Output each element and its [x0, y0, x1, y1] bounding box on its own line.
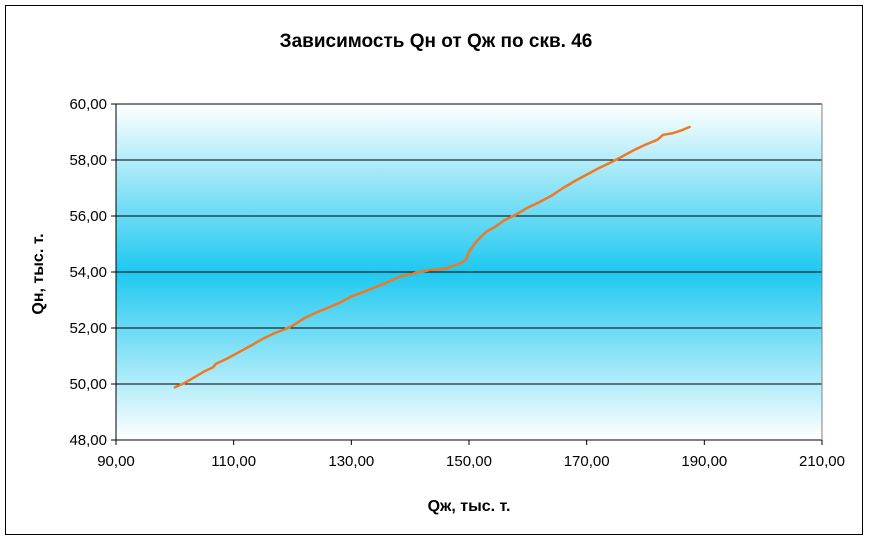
y-tick-label: 48,00 — [69, 432, 107, 449]
y-tick-label: 52,00 — [69, 320, 107, 337]
y-axis-tick-labels: 48,00 50,00 52,00 54,00 56,00 58,00 60,00 — [69, 96, 107, 449]
series-layer — [173, 125, 691, 389]
y-tick-label: 50,00 — [69, 376, 107, 393]
y-tick-label: 56,00 — [69, 208, 107, 225]
x-axis-tick-labels: 90,00 110,00 130,00 150,00 170,00 190,00 210,0… — [97, 453, 845, 470]
chart-title: Зависимость Qн от Qж по скв. 46 — [280, 31, 593, 52]
y-axis-title: Qн, тыс. т. — [30, 233, 47, 314]
chart-svg: Зависимость Qн от Qж по скв. 46 48,00 50,… — [30, 31, 845, 515]
y-tick-label: 60,00 — [69, 96, 107, 113]
x-axis-title: Qж, тыс. т. — [428, 498, 511, 515]
x-tick-label: 90,00 — [97, 453, 135, 470]
x-tick-label: 210,00 — [799, 453, 845, 470]
series-line — [173, 125, 691, 389]
y-tick-label: 54,00 — [69, 264, 107, 281]
x-tick-label: 110,00 — [211, 453, 256, 470]
chart-frame: Зависимость Qн от Qж по скв. 46 48,00 50,… — [5, 5, 863, 535]
x-tick-label: 190,00 — [681, 453, 727, 470]
x-tick-label: 150,00 — [446, 453, 492, 470]
y-tick-label: 58,00 — [69, 152, 107, 169]
grid-lines — [116, 103, 822, 385]
x-tick-label: 170,00 — [564, 453, 610, 470]
axes — [111, 103, 823, 445]
x-tick-label: 130,00 — [328, 453, 374, 470]
